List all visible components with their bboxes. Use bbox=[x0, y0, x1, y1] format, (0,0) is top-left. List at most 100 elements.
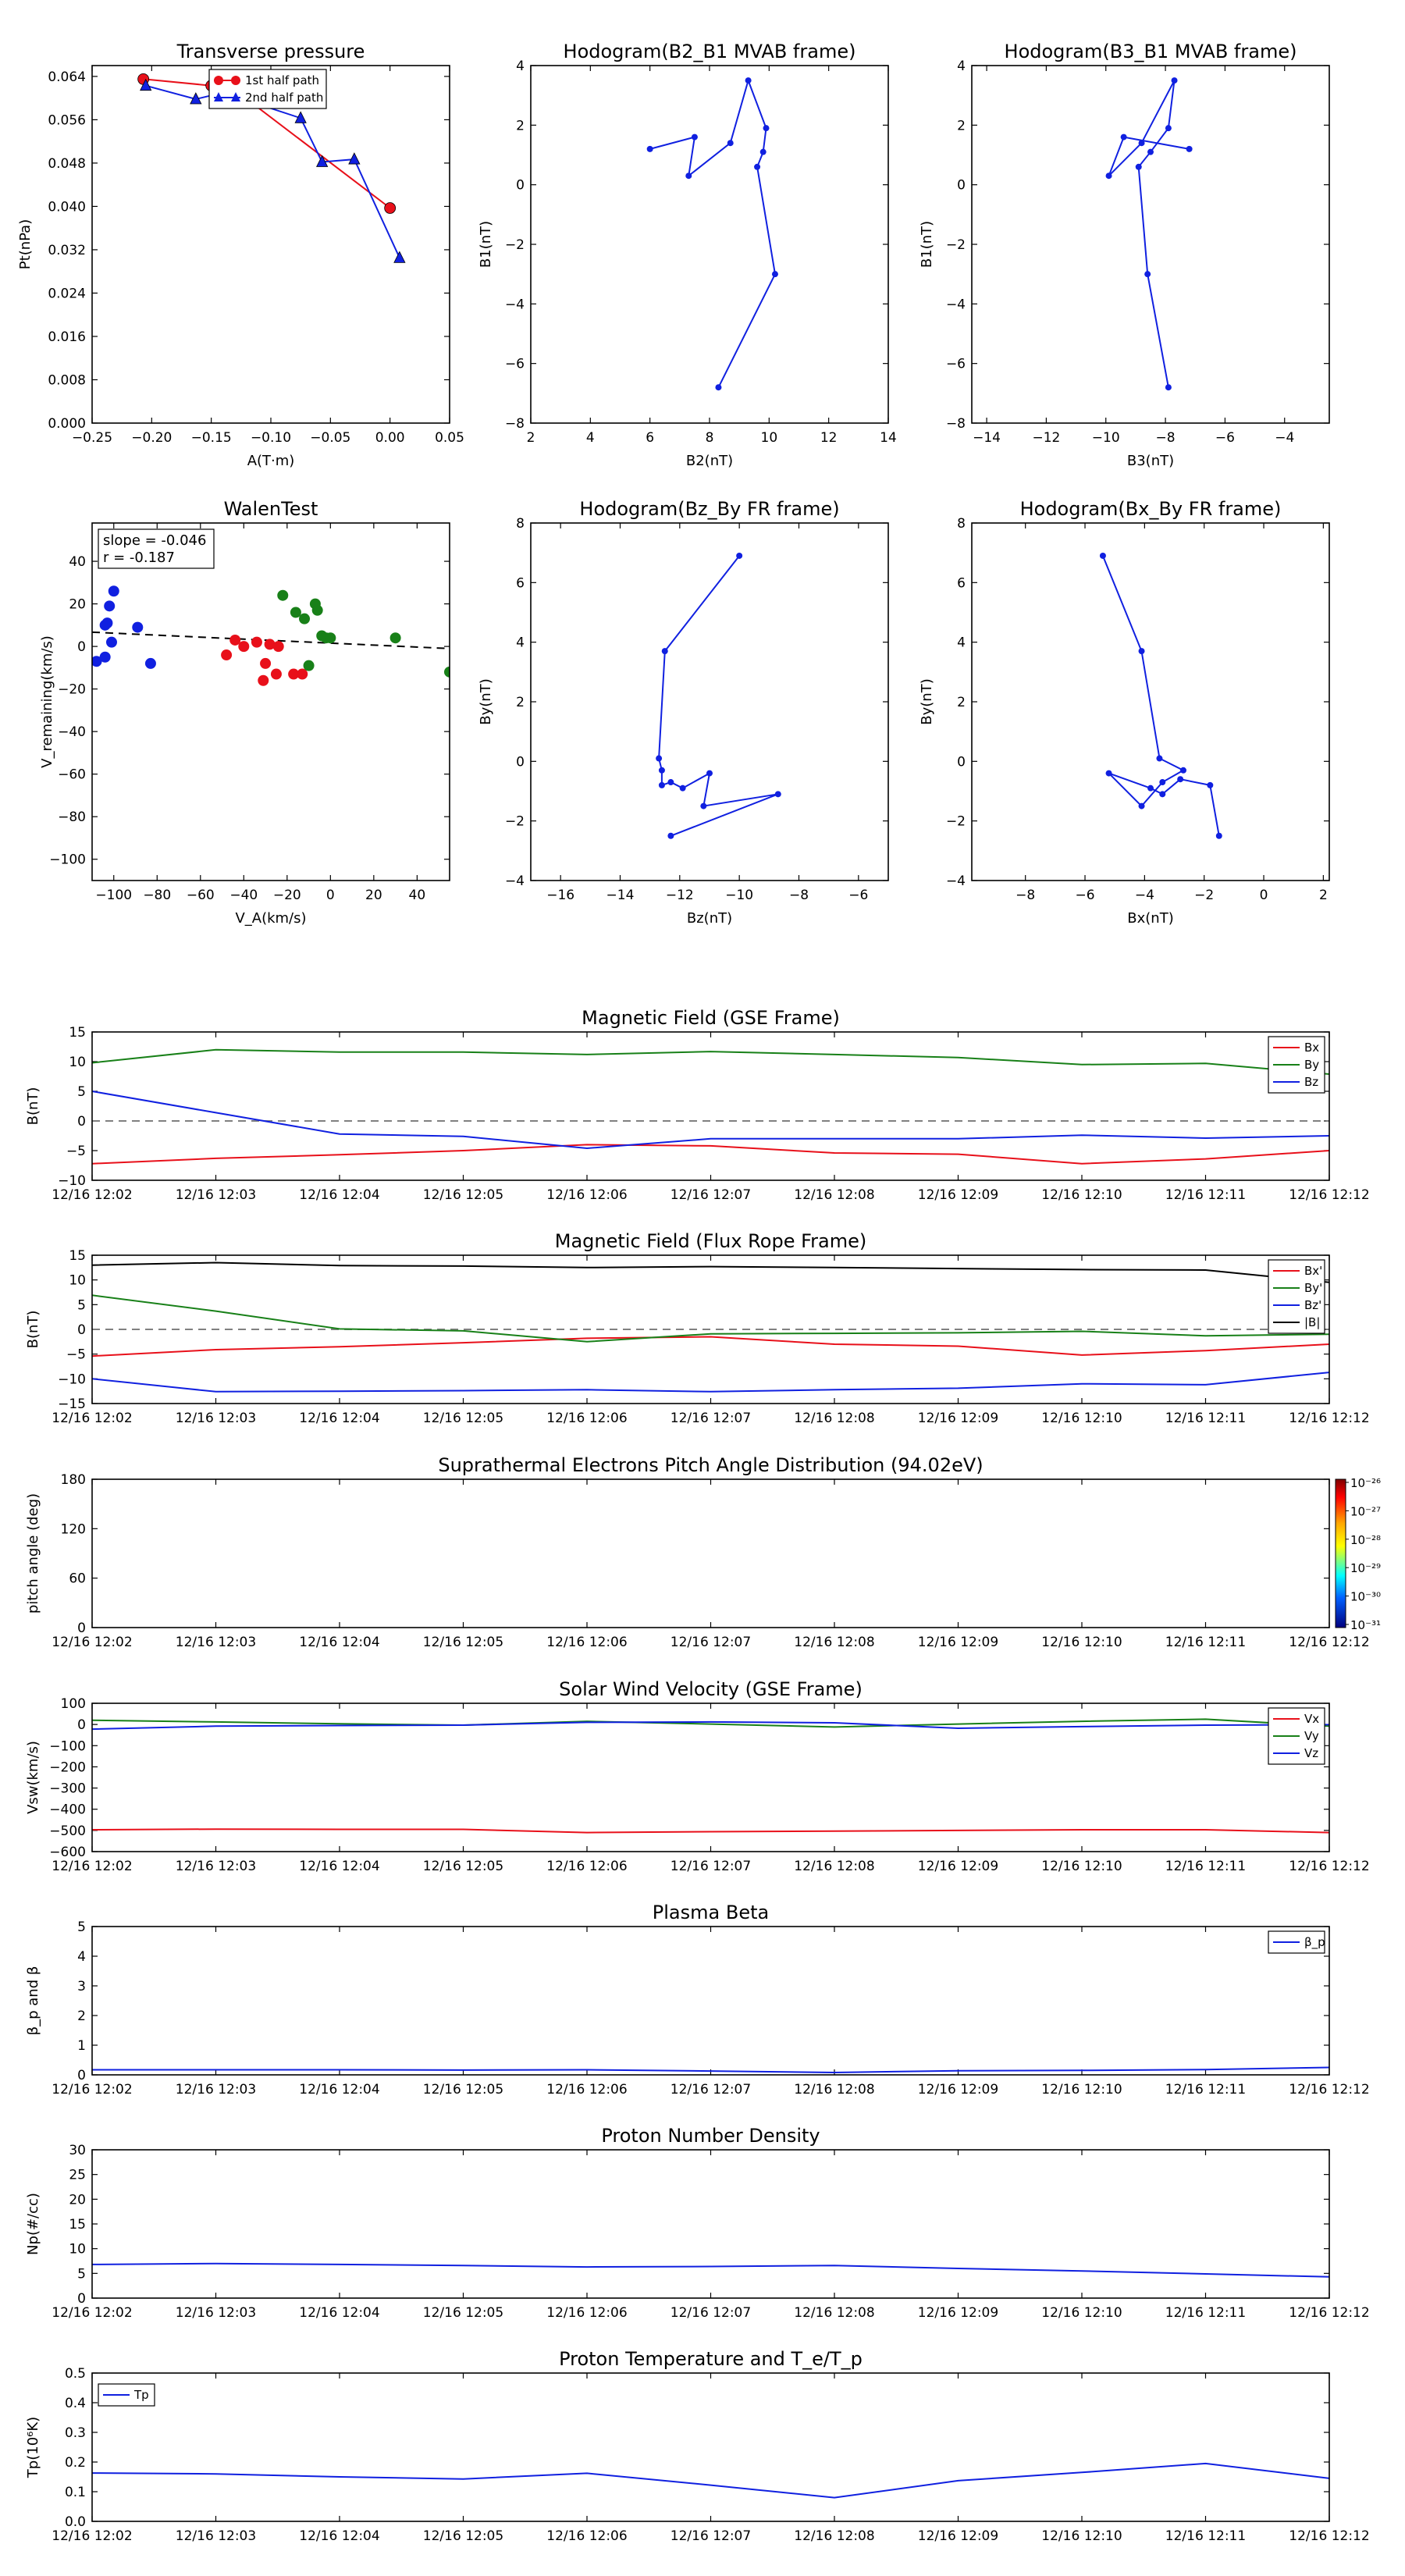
y-tick-label: 0.3 bbox=[65, 2425, 86, 2441]
hodogram-point bbox=[661, 648, 668, 655]
hodogram-point bbox=[736, 552, 743, 559]
plot-frame bbox=[530, 65, 889, 424]
y-tick-label: 3 bbox=[77, 1979, 86, 1994]
y-tick-label: 5 bbox=[77, 1297, 86, 1313]
walen-point bbox=[108, 585, 119, 597]
hodogram-point bbox=[1159, 791, 1166, 798]
x-tick-label: −0.20 bbox=[131, 430, 172, 446]
x-tick-label: −16 bbox=[546, 888, 574, 903]
y-tick-label: −8 bbox=[946, 416, 966, 432]
y-tick-label: −80 bbox=[58, 809, 86, 825]
x-tick-label: −80 bbox=[143, 888, 171, 903]
hodogram-point bbox=[685, 173, 692, 180]
chart-hodogram-bz-by: −4 −2 0 2 4 6 8 −16 −14 −12 −10 −8 −6 Hodogram(Bz_By … bbox=[478, 498, 889, 927]
x-tick-label: 12/16 12:05 bbox=[423, 1411, 503, 1426]
x-tick-label: 12/16 12:05 bbox=[423, 2305, 503, 2321]
hodogram-point bbox=[759, 148, 767, 155]
plot-frame bbox=[91, 2372, 1330, 2522]
series-line-Bz bbox=[91, 1091, 1330, 1150]
x-tick-label: −12 bbox=[1032, 430, 1060, 446]
legend-label: Bx' bbox=[1304, 1264, 1322, 1278]
x-tick-label: −0.15 bbox=[191, 430, 232, 446]
x-tick-label: 40 bbox=[409, 888, 426, 903]
walen-point bbox=[221, 649, 233, 661]
x-tick-label: −8 bbox=[789, 888, 809, 903]
x-tick-label: 10 bbox=[761, 430, 778, 446]
y-tick-label: 120 bbox=[61, 1521, 86, 1537]
y-tick-label: 15 bbox=[69, 1025, 86, 1041]
y-tick-label: 0.056 bbox=[48, 112, 86, 128]
x-tick-label: 12/16 12:07 bbox=[670, 1635, 751, 1650]
hodogram-point bbox=[1099, 552, 1106, 559]
y-tick-label: 0.000 bbox=[48, 416, 86, 432]
x-tick-label: −6 bbox=[848, 888, 868, 903]
x-tick-label: −40 bbox=[229, 888, 258, 903]
x-tick-label: 12 bbox=[820, 430, 838, 446]
series-line-Bz' bbox=[91, 1372, 1330, 1393]
y-tick-label: 0 bbox=[77, 2068, 86, 2083]
x-tick-label: 12/16 12:07 bbox=[670, 1187, 751, 1203]
x-tick-label: 12/16 12:06 bbox=[546, 2528, 627, 2544]
hodogram-point bbox=[754, 163, 761, 170]
x-tick-label: 12/16 12:12 bbox=[1289, 2528, 1369, 2544]
chart-title: Hodogram(B2_B1 MVAB frame) bbox=[564, 41, 856, 62]
x-tick-label: 0 bbox=[326, 888, 335, 903]
y-tick-label: 6 bbox=[516, 575, 525, 591]
y-tick-label: 60 bbox=[69, 1571, 86, 1587]
chart-hodogram-b3-b1: −8 −6 −4 −2 0 2 4 −14 −12 −10 −8 −6 −4 Hodogram(B3_B1… bbox=[919, 41, 1330, 469]
chart-transverse-pressure: 0.000 0.008 0.016 0.024 0.032 0.040 0.048 0.056… bbox=[17, 41, 464, 469]
walen-point bbox=[303, 660, 315, 671]
x-tick-label: 12/16 12:11 bbox=[1165, 1635, 1246, 1650]
chart-title: Suprathermal Electrons Pitch Angle Distr… bbox=[438, 1454, 983, 1476]
walen-point bbox=[325, 632, 336, 644]
y-tick-label: 0.064 bbox=[48, 69, 86, 85]
y-tick-label: 0.008 bbox=[48, 372, 86, 388]
legend-marker bbox=[214, 76, 223, 85]
x-tick-label: −4 bbox=[1275, 430, 1294, 446]
x-tick-label: 12/16 12:06 bbox=[546, 1187, 627, 1203]
series-line-Vy bbox=[91, 1718, 1330, 1728]
chart-hodogram-b2-b1: −8 −6 −4 −2 0 2 4 2 4 6 8 10 12 14 Hodogram(B2_B1 MVAB… bbox=[478, 41, 897, 469]
series-line-β_p bbox=[92, 2066, 1330, 2074]
x-tick-label: 12/16 12:03 bbox=[176, 2305, 256, 2321]
walen-point bbox=[290, 607, 301, 618]
legend-label: Vx bbox=[1304, 1712, 1319, 1726]
x-tick-label: 12/16 12:03 bbox=[176, 2082, 256, 2097]
hodogram-point bbox=[658, 767, 665, 774]
walen-point bbox=[389, 632, 401, 644]
hodogram-point bbox=[1179, 767, 1186, 774]
x-tick-label: 12/16 12:12 bbox=[1289, 1859, 1369, 1874]
y-tick-label: 25 bbox=[69, 2168, 86, 2183]
x-tick-label: 6 bbox=[646, 430, 654, 446]
x-tick-label: 12/16 12:02 bbox=[52, 1635, 132, 1650]
y-tick-label: −10 bbox=[58, 1173, 86, 1189]
x-tick-label: 12/16 12:09 bbox=[918, 1859, 998, 1874]
chart-title: Proton Number Density bbox=[601, 2125, 820, 2147]
x-tick-label: −6 bbox=[1076, 888, 1095, 903]
chart-mag-gse: −10 −5 0 5 10 15 12/16 12:02 12/16 12:03 12/16 1… bbox=[25, 1007, 1370, 1203]
x-tick-label: 12/16 12:06 bbox=[546, 1859, 627, 1874]
y-tick-label: 15 bbox=[69, 1248, 86, 1264]
walen-point bbox=[251, 636, 262, 648]
x-tick-label: 12/16 12:05 bbox=[423, 1859, 503, 1874]
y-tick-label: 0 bbox=[77, 639, 86, 655]
x-tick-label: 12/16 12:06 bbox=[546, 2082, 627, 2097]
walen-point bbox=[92, 656, 102, 667]
colorbar-label: 10⁻²⁸ bbox=[1350, 1533, 1381, 1547]
x-tick-label: 12/16 12:10 bbox=[1041, 2528, 1122, 2544]
y-axis-label: Vsw(km/s) bbox=[25, 1741, 41, 1814]
legend: Bx' By' Bz' |B| bbox=[1268, 1259, 1325, 1334]
y-tick-label: 2 bbox=[516, 695, 525, 710]
x-tick-label: 12/16 12:02 bbox=[52, 1187, 132, 1203]
x-tick-label: 12/16 12:12 bbox=[1289, 2305, 1369, 2321]
y-tick-label: 2 bbox=[516, 118, 525, 133]
plot-frame bbox=[530, 522, 889, 881]
x-tick-label: 12/16 12:02 bbox=[52, 1411, 132, 1426]
x-axis-label: B3(nT) bbox=[1127, 453, 1174, 469]
x-tick-label: 12/16 12:08 bbox=[794, 1859, 874, 1874]
pressure-point-triangle bbox=[140, 78, 152, 91]
legend-label: By' bbox=[1304, 1281, 1322, 1295]
chart-title: Magnetic Field (Flux Rope Frame) bbox=[555, 1230, 866, 1252]
x-tick-label: 12/16 12:09 bbox=[918, 1187, 998, 1203]
y-tick-label: 4 bbox=[957, 635, 966, 651]
